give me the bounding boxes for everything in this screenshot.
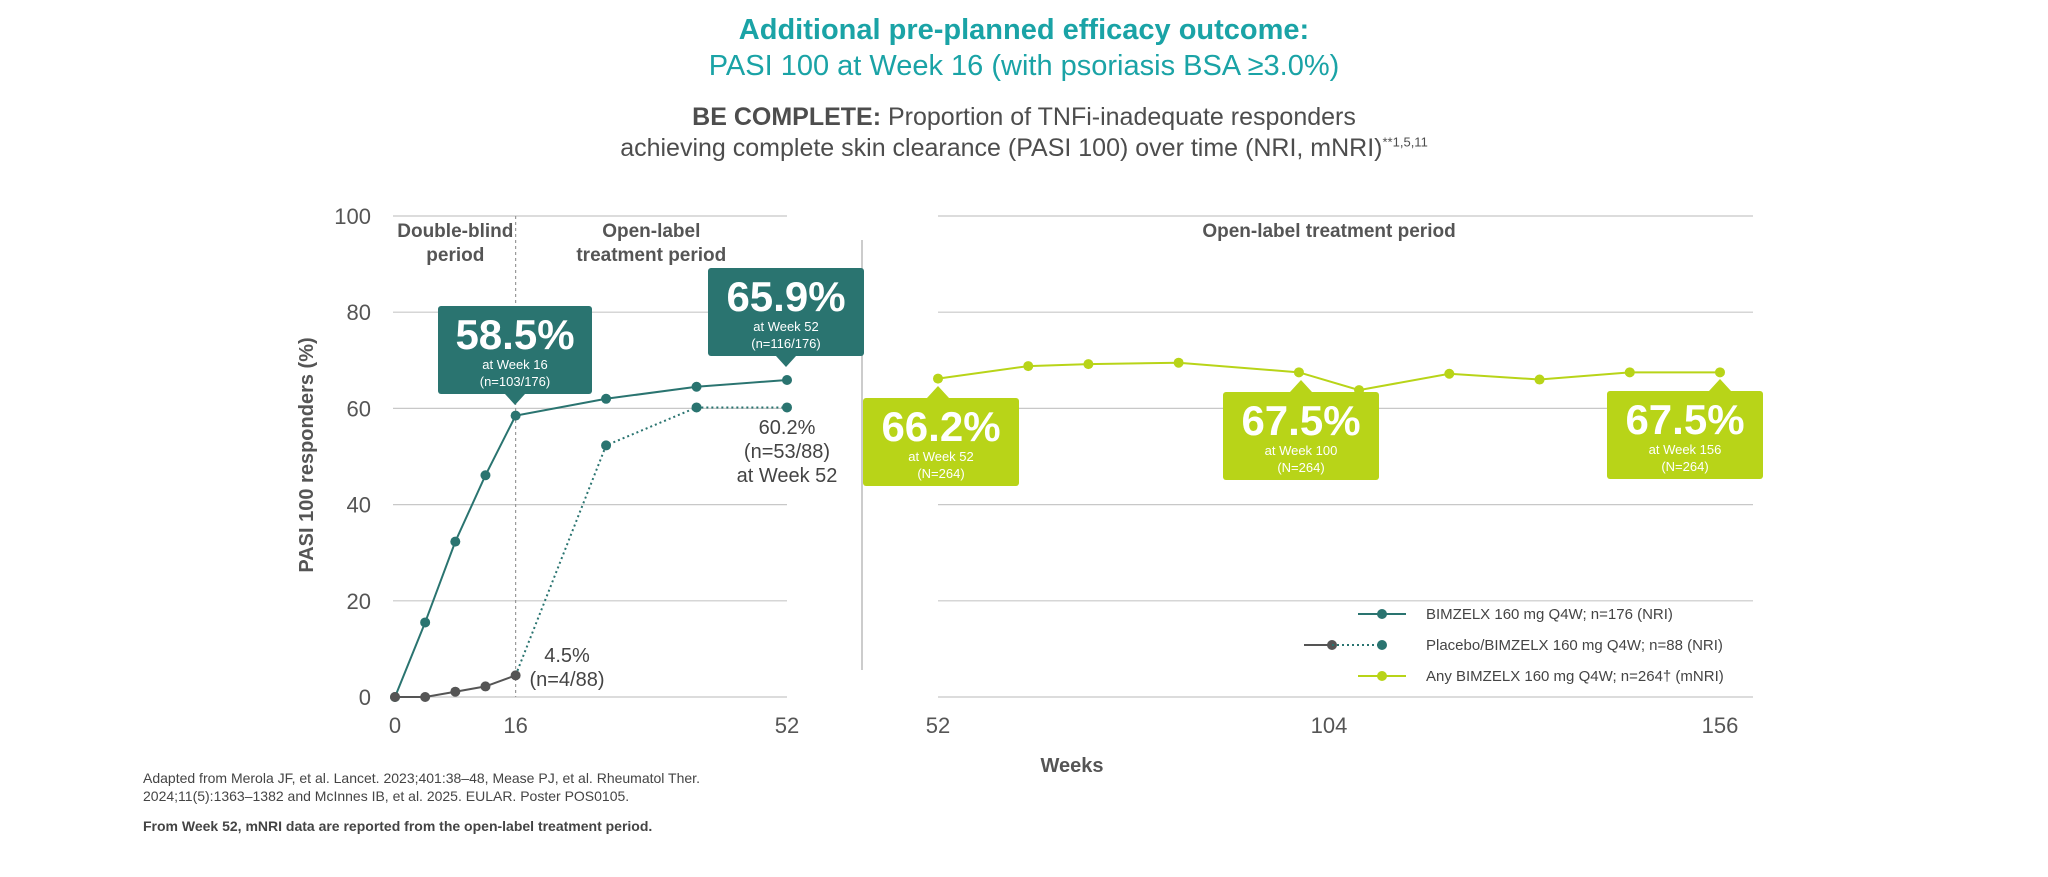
data-point bbox=[420, 617, 431, 628]
x-tick-label: 52 bbox=[926, 713, 950, 738]
legend-swatch bbox=[1377, 640, 1387, 650]
callout-week: at Week 156 bbox=[1649, 442, 1722, 457]
callout-box bbox=[438, 306, 592, 394]
callout-value: 67.5% bbox=[1241, 397, 1360, 444]
callout-pointer bbox=[776, 356, 796, 367]
data-point bbox=[480, 681, 491, 692]
callout-value: 58.5% bbox=[455, 311, 574, 358]
callout-pointer bbox=[505, 394, 525, 405]
period-label: Open-label treatment period bbox=[1202, 221, 1455, 242]
annotation-text: 60.2% bbox=[759, 417, 816, 439]
data-point bbox=[782, 402, 792, 413]
callout-box bbox=[708, 268, 864, 356]
x-tick-label: 104 bbox=[1311, 713, 1348, 738]
y-tick-label: 40 bbox=[347, 493, 371, 518]
x-axis-label: Weeks bbox=[1040, 755, 1103, 777]
annotation-text: 4.5% bbox=[544, 645, 590, 667]
callout-box bbox=[1607, 391, 1763, 479]
data-point bbox=[1173, 357, 1184, 368]
callout-pointer bbox=[1709, 379, 1731, 391]
data-point bbox=[691, 381, 702, 392]
callout-value: 65.9% bbox=[726, 273, 845, 320]
data-point bbox=[510, 670, 521, 681]
data-point bbox=[390, 692, 400, 702]
y-tick-label: 100 bbox=[334, 204, 371, 229]
annotation-text: (n=4/88) bbox=[529, 669, 604, 691]
x-tick-label: 0 bbox=[389, 713, 401, 738]
series-line bbox=[394, 379, 788, 698]
period-label: Double-blind bbox=[397, 221, 513, 242]
callout-week: at Week 52 bbox=[753, 319, 819, 334]
y-tick-label: 20 bbox=[347, 589, 371, 614]
series-line bbox=[514, 406, 787, 676]
data-point bbox=[1534, 374, 1545, 385]
subtitle-text-2: achieving complete skin clearance (PASI … bbox=[620, 134, 1383, 162]
y-tick-label: 80 bbox=[347, 300, 371, 325]
data-point bbox=[601, 440, 612, 451]
period-label: period bbox=[426, 245, 484, 266]
source-footnote: Adapted from Merola JF, et al. Lancet. 2… bbox=[143, 770, 700, 804]
y-tick-label: 60 bbox=[347, 396, 371, 421]
chart-subtitle: BE COMPLETE: Proportion of TNFi-inadequa… bbox=[0, 103, 2048, 132]
data-point bbox=[450, 536, 461, 547]
mnri-footnote: From Week 52, mNRI data are reported fro… bbox=[143, 818, 653, 834]
data-point bbox=[450, 686, 461, 697]
data-point bbox=[1083, 359, 1094, 370]
data-point bbox=[601, 393, 612, 404]
period-label: Open-label bbox=[602, 221, 700, 242]
callout-n: (n=116/176) bbox=[751, 336, 821, 351]
callout-n: (n=103/176) bbox=[480, 374, 550, 389]
data-point bbox=[1023, 361, 1034, 372]
subtitle-text: Proportion of TNFi-inadequate responders bbox=[881, 103, 1356, 131]
data-point bbox=[510, 410, 521, 421]
data-point bbox=[933, 373, 943, 384]
callout-pointer bbox=[927, 386, 949, 398]
data-point bbox=[420, 692, 431, 702]
annotation-text: (n=53/88) bbox=[744, 441, 830, 463]
callout-box bbox=[1223, 392, 1379, 480]
callout-n: (N=264) bbox=[1277, 460, 1324, 475]
series-line bbox=[937, 361, 1720, 392]
chart-title-line2: PASI 100 at Week 16 (with psoriasis BSA … bbox=[708, 50, 1340, 82]
subtitle-bold: BE COMPLETE: bbox=[692, 103, 882, 131]
subtitle-reference: **1,5,11 bbox=[1382, 134, 1428, 150]
data-point bbox=[1624, 367, 1635, 378]
x-tick-label: 52 bbox=[775, 713, 799, 738]
x-tick-label: 156 bbox=[1702, 713, 1739, 738]
chart-title: Additional pre-planned efficacy outcome: bbox=[738, 14, 1310, 46]
callout-box bbox=[863, 398, 1019, 486]
callout-value: 67.5% bbox=[1625, 396, 1744, 443]
chart-subtitle-line2: achieving complete skin clearance (PASI … bbox=[0, 134, 2048, 163]
callout-value: 66.2% bbox=[881, 403, 1000, 450]
callout-n: (N=264) bbox=[1661, 459, 1708, 474]
data-point bbox=[1444, 368, 1455, 379]
y-axis-label: PASI 100 responders (%) bbox=[296, 337, 318, 572]
period-label: treatment period bbox=[576, 245, 726, 266]
legend-swatch bbox=[1377, 609, 1387, 619]
annotation-text: at Week 52 bbox=[737, 465, 838, 487]
data-point bbox=[782, 375, 792, 386]
y-tick-label: 0 bbox=[359, 685, 371, 710]
x-tick-label: 16 bbox=[503, 713, 527, 738]
callout-n: (N=264) bbox=[917, 466, 964, 481]
legend-label: Any BIMZELX 160 mg Q4W; n=264† (mNRI) bbox=[1426, 668, 1724, 685]
callout-week: at Week 16 bbox=[482, 357, 548, 372]
legend-label: Placebo/BIMZELX 160 mg Q4W; n=88 (NRI) bbox=[1426, 637, 1723, 654]
legend-swatch bbox=[1377, 671, 1387, 681]
data-point bbox=[1293, 367, 1304, 378]
callout-week: at Week 52 bbox=[908, 449, 974, 464]
legend-label: BIMZELX 160 mg Q4W; n=176 (NRI) bbox=[1426, 606, 1673, 623]
data-point bbox=[691, 402, 702, 413]
callout-week: at Week 100 bbox=[1265, 443, 1338, 458]
data-point bbox=[480, 470, 491, 481]
callout-pointer bbox=[1290, 380, 1312, 392]
data-point bbox=[1715, 367, 1725, 378]
